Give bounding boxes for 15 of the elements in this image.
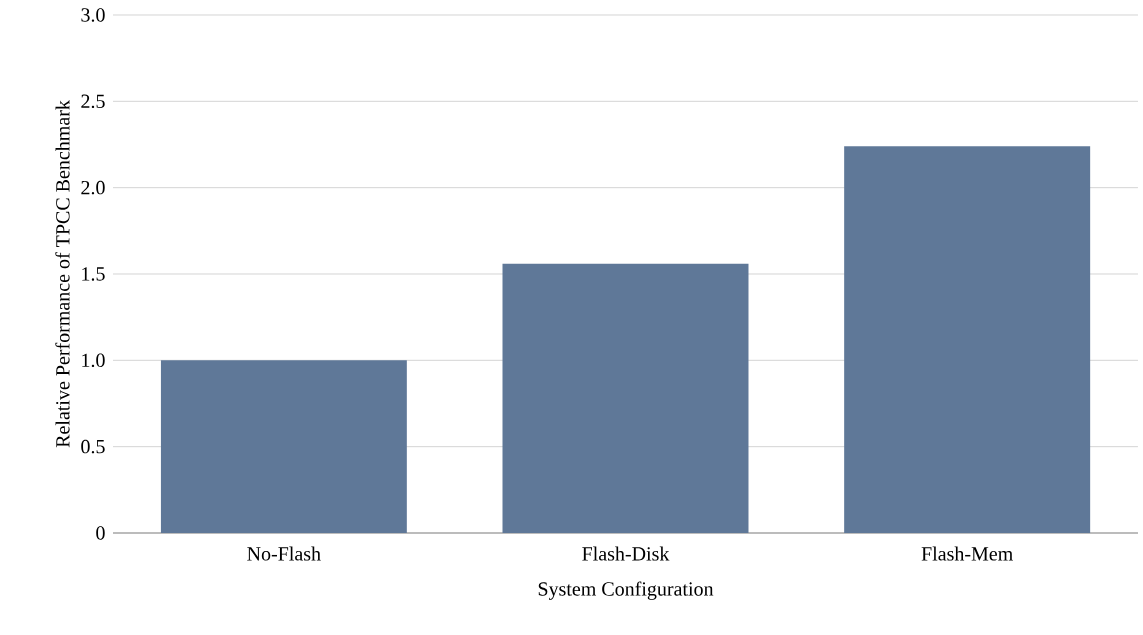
y-tick-label: 3.0: [81, 8, 105, 22]
x-tick-label: Flash-Mem: [921, 546, 1013, 561]
y-axis-title: Relative Performance of TPCC Benchmark: [55, 100, 70, 448]
bar: [844, 146, 1091, 533]
y-tick-label: 0: [96, 526, 105, 540]
x-axis-title: System Configuration: [538, 581, 714, 600]
y-tick-label: 1.5: [82, 267, 105, 281]
x-tick-label: Flash-Disk: [582, 546, 670, 561]
bar: [160, 360, 407, 533]
bar: [502, 263, 749, 533]
y-tick-label: 2.5: [81, 94, 105, 109]
y-tick-label: 1.0: [82, 353, 105, 368]
x-tick-label: No-Flash: [247, 546, 321, 561]
y-tick-label: 2.0: [81, 180, 105, 195]
y-tick-label: 0.5: [81, 439, 105, 454]
